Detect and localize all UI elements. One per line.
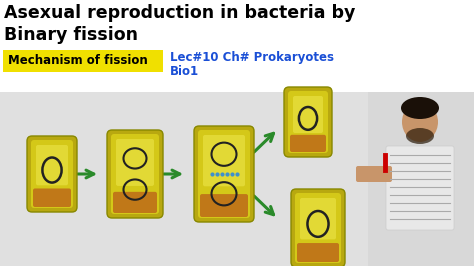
FancyBboxPatch shape [295,193,341,263]
Ellipse shape [402,102,438,142]
Text: Mechanism of fission: Mechanism of fission [8,55,148,68]
FancyBboxPatch shape [0,92,474,266]
FancyBboxPatch shape [31,140,73,208]
FancyBboxPatch shape [3,50,163,72]
FancyBboxPatch shape [368,92,474,266]
FancyBboxPatch shape [33,189,71,207]
Ellipse shape [406,128,434,144]
FancyBboxPatch shape [203,135,245,186]
FancyBboxPatch shape [116,139,154,186]
FancyBboxPatch shape [27,136,77,212]
Text: Bio1: Bio1 [170,65,199,78]
FancyBboxPatch shape [111,134,159,214]
Text: Lec#10 Ch# Prokaryotes: Lec#10 Ch# Prokaryotes [170,51,334,64]
Text: Asexual reproduction in bacteria by: Asexual reproduction in bacteria by [4,4,355,22]
FancyBboxPatch shape [386,146,454,230]
FancyBboxPatch shape [200,194,248,217]
FancyBboxPatch shape [293,96,323,133]
Text: Binary fission: Binary fission [4,26,138,44]
FancyBboxPatch shape [290,135,326,152]
FancyBboxPatch shape [194,126,254,222]
FancyBboxPatch shape [284,87,332,157]
FancyBboxPatch shape [291,189,345,266]
FancyBboxPatch shape [300,198,336,239]
FancyBboxPatch shape [107,130,163,218]
FancyBboxPatch shape [113,192,157,213]
FancyBboxPatch shape [0,0,474,92]
FancyBboxPatch shape [297,243,339,262]
FancyBboxPatch shape [288,91,328,153]
FancyBboxPatch shape [198,130,250,218]
FancyBboxPatch shape [356,166,392,182]
FancyBboxPatch shape [36,145,68,185]
Ellipse shape [401,97,439,119]
